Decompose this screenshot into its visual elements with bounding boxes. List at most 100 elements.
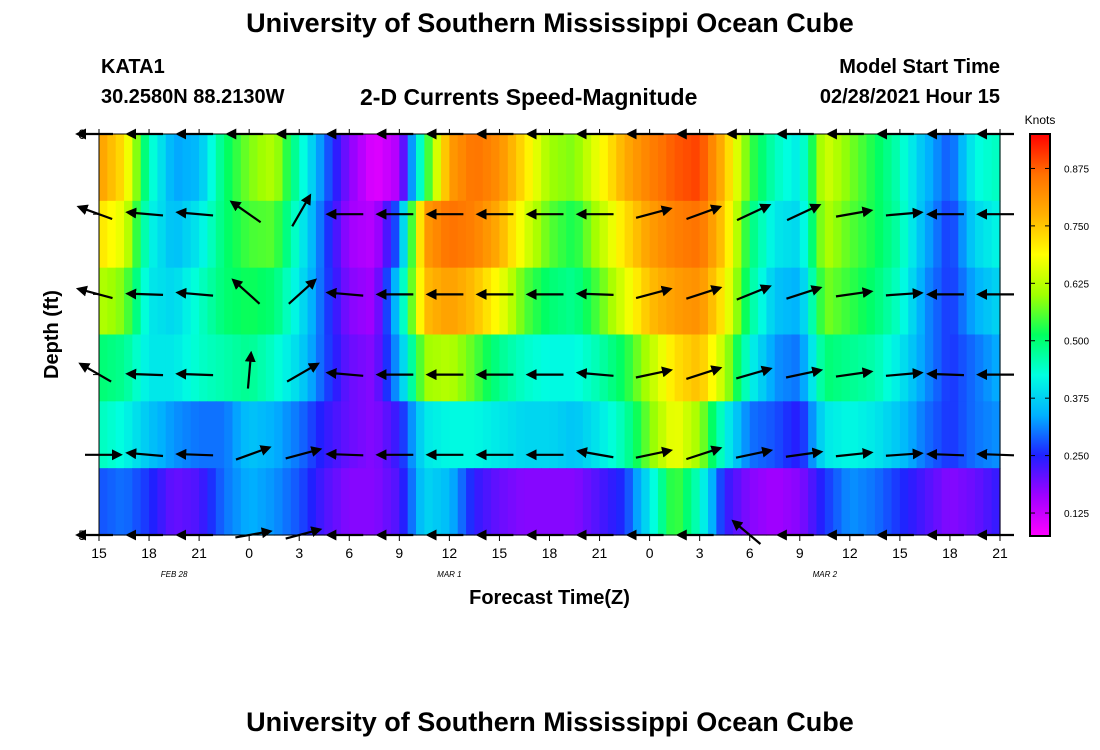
heatmap-cell <box>299 334 309 402</box>
heatmap-cell <box>766 401 776 469</box>
heatmap-cell <box>149 200 158 269</box>
heatmap-cell <box>799 334 809 402</box>
heatmap-cell <box>449 267 459 336</box>
heatmap-cell <box>265 200 275 269</box>
heatmap-cell <box>733 134 742 202</box>
heatmap-cell <box>749 200 759 269</box>
heatmap-cell <box>441 134 450 202</box>
heatmap-cell <box>374 200 384 269</box>
heatmap-cell <box>157 134 167 202</box>
heatmap-cell <box>983 134 993 202</box>
current-vector <box>885 288 924 299</box>
heatmap-cell <box>407 401 417 469</box>
heatmap-cell <box>616 468 626 536</box>
heatmap-cell <box>991 401 1001 469</box>
heatmap-cell <box>641 200 651 269</box>
heatmap-cell <box>524 267 534 336</box>
heatmap-cell <box>724 134 734 202</box>
heatmap-cell <box>557 200 567 269</box>
heatmap-cell <box>140 468 150 536</box>
heatmap-cell <box>908 401 918 469</box>
heatmap-cell <box>591 401 601 469</box>
current-vector <box>835 206 874 218</box>
heatmap-cell <box>474 134 484 202</box>
current-vector <box>125 368 164 380</box>
colorbar-tick-label: 0.750 <box>1064 222 1089 233</box>
heatmap-cell <box>307 134 317 202</box>
current-vector <box>285 446 323 460</box>
heatmap-cell <box>416 200 425 269</box>
heatmap-cell <box>257 200 267 269</box>
heatmap-cell <box>390 401 400 469</box>
heatmap-cell <box>124 200 133 269</box>
heatmap-cell <box>224 200 234 269</box>
heatmap-cell <box>190 200 200 269</box>
heatmap-cell <box>733 401 742 469</box>
heatmap-cell <box>390 468 400 536</box>
heatmap-cell <box>582 468 592 536</box>
heatmap-cell <box>849 267 859 336</box>
heatmap-cell <box>290 267 300 336</box>
heatmap-cell <box>566 468 576 536</box>
heatmap-cell <box>265 334 275 402</box>
heatmap-cell <box>307 200 317 269</box>
heatmap-cell <box>507 134 517 202</box>
heatmap-cell <box>124 134 133 202</box>
heatmap-cell <box>733 267 742 336</box>
heatmap-cell <box>324 401 334 469</box>
heatmap-cell <box>507 401 517 469</box>
heatmap-cell <box>449 134 459 202</box>
heatmap-cell <box>741 468 751 536</box>
heatmap-cell <box>132 267 142 336</box>
heatmap-cell <box>858 334 868 402</box>
heatmap-cell <box>182 401 192 469</box>
heatmap-cell <box>557 401 567 469</box>
heatmap-cell <box>549 200 559 269</box>
heatmap-cell <box>532 468 542 536</box>
heatmap-cell <box>115 468 125 536</box>
heatmap-cell <box>324 200 334 269</box>
current-vector <box>926 368 964 380</box>
heatmap-cell <box>599 134 609 202</box>
heatmap-cell <box>290 200 300 269</box>
heatmap-cell <box>399 468 409 536</box>
heatmap-cell <box>783 334 793 402</box>
heatmap-cell <box>632 267 642 336</box>
heatmap-cell <box>708 334 717 402</box>
y-tick-label: 0 <box>78 126 86 142</box>
heatmap-cell <box>891 200 901 269</box>
heatmap-cell <box>407 200 417 269</box>
heatmap-cell <box>933 200 943 269</box>
x-tick-label: 3 <box>295 545 303 561</box>
heatmap-cell <box>624 267 634 336</box>
heatmap-cell <box>966 134 976 202</box>
heatmap-cell <box>758 134 767 202</box>
heatmap-cell <box>649 468 659 536</box>
heatmap-cell <box>207 200 217 269</box>
heatmap-cell <box>916 401 926 469</box>
heatmap-cell <box>99 334 108 402</box>
heatmap-cell <box>733 468 742 536</box>
current-vector <box>785 366 824 379</box>
heatmap-cell <box>599 200 609 269</box>
heatmap-cell <box>841 401 851 469</box>
heatmap-cell <box>115 267 125 336</box>
heatmap-cell <box>883 200 893 269</box>
heatmap-cell <box>324 334 334 402</box>
current-vector <box>635 285 673 300</box>
heatmap-cell <box>482 401 492 469</box>
heatmap-cell <box>908 267 918 336</box>
heatmap-cell <box>824 468 834 536</box>
heatmap-cell <box>582 401 592 469</box>
heatmap-cell <box>824 334 834 402</box>
heatmap-cell <box>824 134 834 202</box>
heatmap-cell <box>632 401 642 469</box>
heatmap-cell <box>808 334 818 402</box>
heatmap-cell <box>607 468 617 536</box>
heatmap-cell <box>265 401 275 469</box>
heatmap-cell <box>899 267 909 336</box>
heatmap-cell <box>891 267 901 336</box>
heatmap-cell <box>607 267 617 336</box>
heatmap-cell <box>290 401 300 469</box>
heatmap-cell <box>190 468 200 536</box>
